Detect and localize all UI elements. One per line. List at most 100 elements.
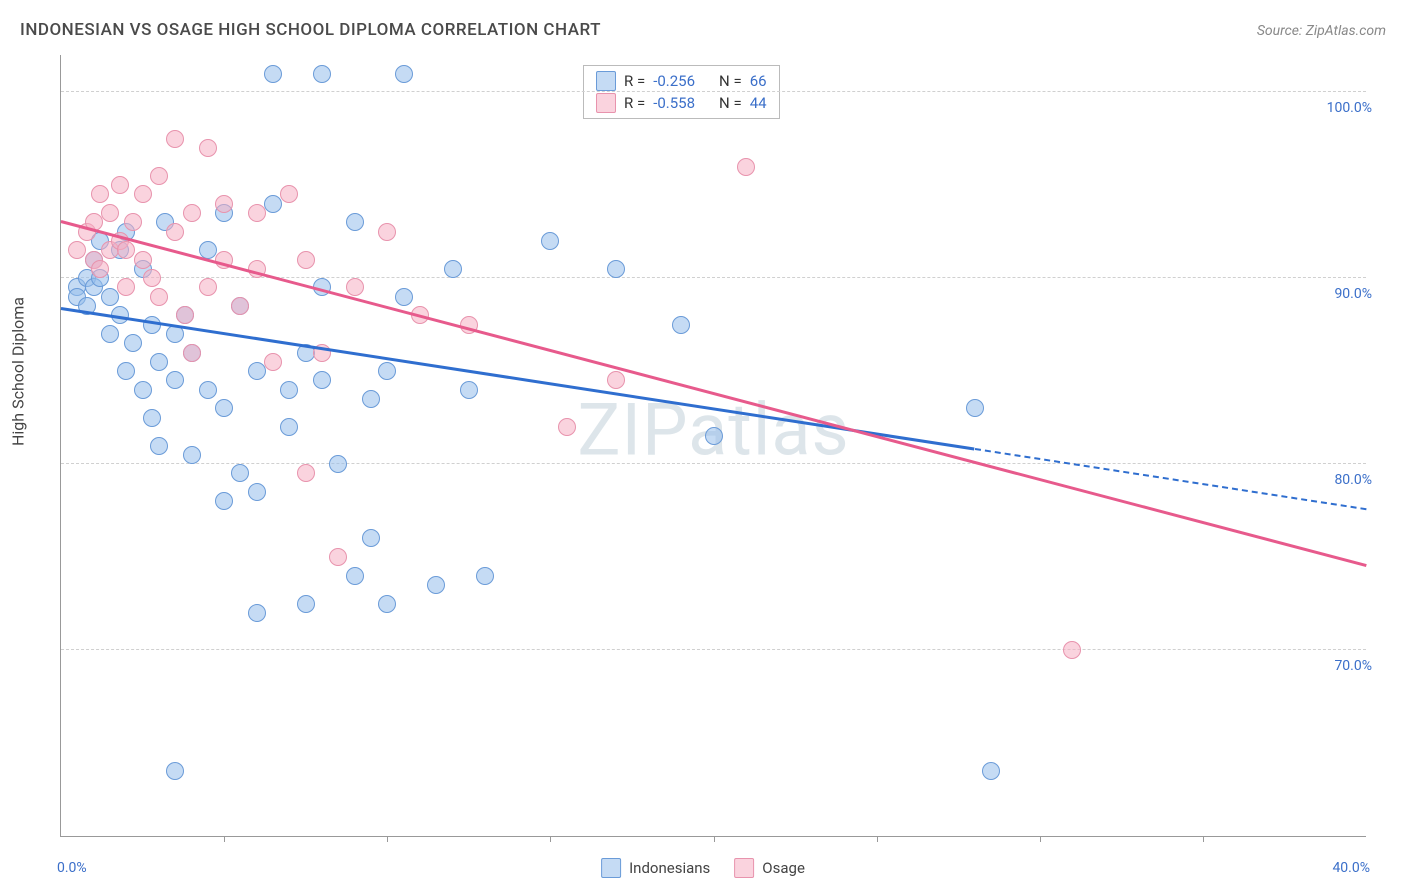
- scatter-point: [558, 418, 576, 436]
- n-label: N =: [719, 94, 742, 112]
- scatter-point: [264, 65, 282, 83]
- scatter-point: [101, 204, 119, 222]
- scatter-point: [199, 381, 217, 399]
- legend-swatch: [601, 858, 621, 878]
- r-label: R =: [624, 72, 645, 90]
- scatter-point: [362, 390, 380, 408]
- scatter-point: [248, 483, 266, 501]
- n-value: 44: [750, 94, 767, 112]
- plot-area: ZIPatlas R =-0.256N =66R =-0.558N =44 70…: [60, 55, 1366, 837]
- n-label: N =: [719, 72, 742, 90]
- scatter-point: [264, 353, 282, 371]
- scatter-point: [297, 464, 315, 482]
- scatter-point: [150, 167, 168, 185]
- scatter-point: [280, 381, 298, 399]
- gridline-h: [61, 463, 1366, 464]
- scatter-point: [395, 65, 413, 83]
- scatter-point: [737, 158, 755, 176]
- x-tick: [387, 836, 388, 842]
- scatter-point: [378, 362, 396, 380]
- scatter-point: [476, 567, 494, 585]
- scatter-point: [346, 278, 364, 296]
- scatter-point: [117, 241, 135, 259]
- trend-line: [974, 448, 1366, 510]
- r-value: -0.558: [653, 94, 695, 112]
- scatter-point: [166, 130, 184, 148]
- scatter-point: [541, 232, 559, 250]
- chart-title: INDONESIAN VS OSAGE HIGH SCHOOL DIPLOMA …: [20, 20, 601, 40]
- scatter-point: [91, 185, 109, 203]
- scatter-point: [427, 576, 445, 594]
- scatter-point: [362, 529, 380, 547]
- trend-line: [61, 220, 1367, 566]
- scatter-point: [101, 288, 119, 306]
- legend-item: Osage: [734, 858, 805, 878]
- scatter-point: [313, 371, 331, 389]
- gridline-h: [61, 649, 1366, 650]
- scatter-point: [329, 455, 347, 473]
- legend-label: Indonesians: [629, 859, 710, 877]
- scatter-point: [183, 446, 201, 464]
- scatter-point: [199, 139, 217, 157]
- scatter-point: [199, 278, 217, 296]
- y-tick-label: 70.0%: [1334, 658, 1372, 674]
- scatter-point: [378, 595, 396, 613]
- series-legend: Indonesians Osage: [601, 858, 805, 878]
- x-tick: [550, 836, 551, 842]
- scatter-point: [313, 65, 331, 83]
- scatter-point: [248, 362, 266, 380]
- legend-label: Osage: [762, 859, 805, 877]
- chart-container: INDONESIAN VS OSAGE HIGH SCHOOL DIPLOMA …: [0, 0, 1406, 892]
- r-value: -0.256: [653, 72, 695, 90]
- x-tick: [877, 836, 878, 842]
- scatter-point: [176, 306, 194, 324]
- scatter-point: [444, 260, 462, 278]
- scatter-point: [248, 604, 266, 622]
- plot-wrap: ZIPatlas R =-0.256N =66R =-0.558N =44 70…: [60, 55, 1366, 837]
- scatter-point: [248, 204, 266, 222]
- y-tick-label: 100.0%: [1327, 100, 1372, 116]
- trend-line: [61, 307, 975, 450]
- scatter-point: [143, 269, 161, 287]
- scatter-point: [134, 185, 152, 203]
- scatter-point: [91, 260, 109, 278]
- scatter-point: [150, 288, 168, 306]
- scatter-point: [111, 176, 129, 194]
- scatter-point: [215, 492, 233, 510]
- scatter-point: [231, 297, 249, 315]
- scatter-point: [672, 316, 690, 334]
- x-tick-label: 40.0%: [1332, 860, 1370, 876]
- scatter-point: [134, 251, 152, 269]
- scatter-point: [346, 213, 364, 231]
- scatter-point: [215, 195, 233, 213]
- correl-legend-row: R = -0.256 N = 66: [596, 70, 767, 92]
- scatter-point: [346, 567, 364, 585]
- legend-item: Indonesians: [601, 858, 710, 878]
- scatter-point: [117, 362, 135, 380]
- scatter-point: [280, 418, 298, 436]
- scatter-point: [395, 288, 413, 306]
- x-tick: [1203, 836, 1204, 842]
- y-tick-label: 90.0%: [1334, 286, 1372, 302]
- scatter-point: [329, 548, 347, 566]
- scatter-point: [68, 241, 86, 259]
- scatter-point: [150, 437, 168, 455]
- correl-legend-row: R =-0.558N =44: [596, 92, 767, 114]
- gridline-h: [61, 91, 1366, 92]
- n-value: 66: [750, 72, 767, 90]
- scatter-point: [264, 195, 282, 213]
- y-tick-label: 80.0%: [1334, 472, 1372, 488]
- scatter-point: [378, 223, 396, 241]
- scatter-point: [982, 762, 1000, 780]
- scatter-point: [297, 595, 315, 613]
- scatter-point: [150, 353, 168, 371]
- scatter-point: [1063, 641, 1081, 659]
- scatter-point: [166, 762, 184, 780]
- legend-swatch: [596, 93, 616, 113]
- scatter-point: [183, 204, 201, 222]
- scatter-point: [297, 251, 315, 269]
- x-tick: [224, 836, 225, 842]
- scatter-point: [215, 399, 233, 417]
- scatter-point: [607, 371, 625, 389]
- scatter-point: [280, 185, 298, 203]
